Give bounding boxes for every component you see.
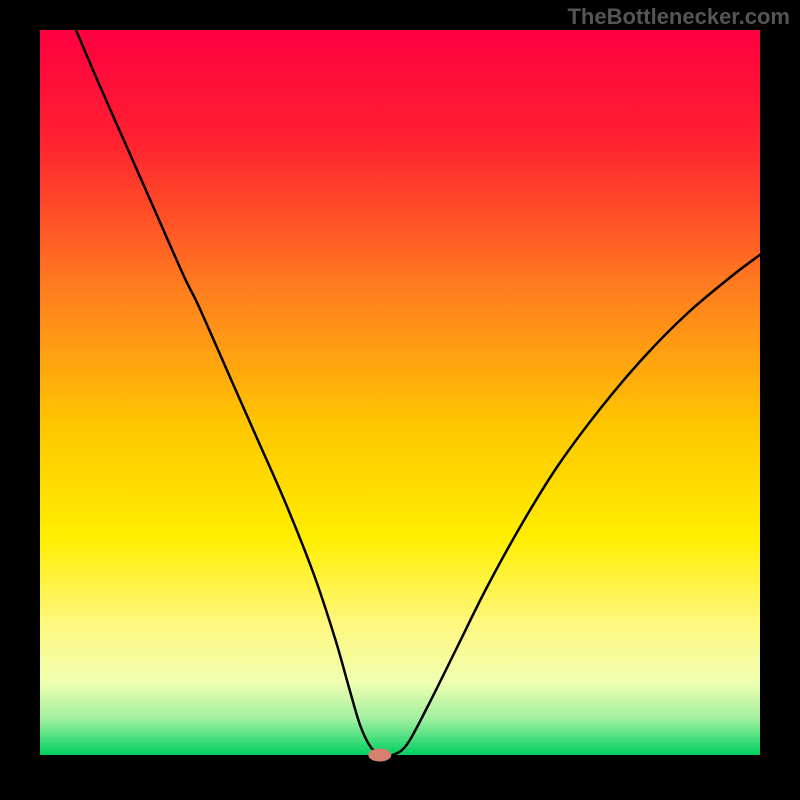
plot-background — [40, 30, 760, 755]
watermark-text: TheBottlenecker.com — [567, 4, 790, 30]
chart-svg — [0, 0, 800, 800]
minimum-marker — [368, 748, 391, 761]
bottleneck-chart: TheBottlenecker.com — [0, 0, 800, 800]
